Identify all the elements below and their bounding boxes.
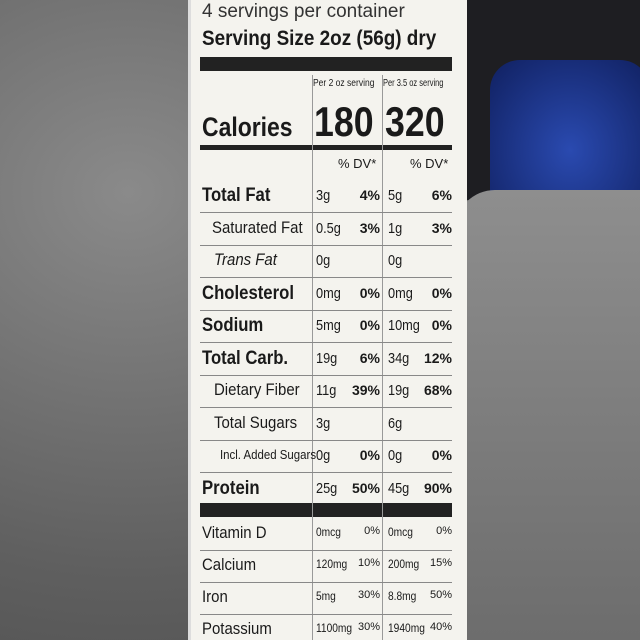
row-rule: [200, 582, 452, 583]
daily-value: 30%: [357, 589, 380, 601]
row-rule: [200, 277, 452, 278]
row-rule: [200, 614, 452, 615]
servings: 4 servings per container: [202, 1, 405, 22]
calories-label: Calories: [202, 112, 293, 142]
col2-header: Per 3.5 oz serving: [383, 78, 444, 89]
daily-value: 50%: [429, 589, 452, 601]
amount: 0mg: [316, 284, 341, 302]
daily-value: 0%: [431, 284, 452, 301]
row-rule: [200, 439, 452, 441]
amount: 5mg: [316, 589, 336, 603]
amount: 45g: [388, 479, 410, 497]
nutrient-name: Calcium: [202, 555, 257, 574]
row-rule: [200, 472, 452, 473]
amount: 0g: [316, 447, 331, 464]
amount: 5g: [388, 187, 403, 204]
amount: 0mcg: [388, 525, 413, 539]
amount: 0.5g: [316, 219, 341, 237]
daily-value: 0%: [431, 317, 452, 333]
daily-value: 50%: [351, 479, 380, 496]
nutrient-name: Iron: [202, 587, 228, 606]
amount: 34g: [388, 349, 410, 367]
amount: 200mg: [388, 557, 420, 571]
amount: 25g: [316, 479, 338, 497]
thick-rule: [200, 503, 452, 517]
serving-size: Serving Size 2oz (56g) dry: [202, 27, 437, 50]
daily-value: 4%: [359, 187, 380, 203]
daily-value: 15%: [429, 557, 452, 569]
nutrient-name: Dietary Fiber: [214, 380, 300, 399]
row-rule: [200, 342, 452, 343]
daily-value: 3%: [359, 219, 380, 236]
couch: [455, 190, 640, 640]
amount: 3g: [316, 414, 331, 432]
daily-value: 0%: [436, 525, 452, 537]
nutrient-name: Potassium: [202, 619, 272, 638]
amount: 1100mg: [316, 621, 353, 635]
thick-rule: [200, 57, 452, 71]
nutrient-name: Cholesterol: [202, 282, 294, 304]
daily-value: 10%: [357, 557, 380, 569]
amount: 10mg: [388, 317, 420, 334]
daily-value: 12%: [423, 349, 452, 366]
daily-value: 6%: [359, 349, 380, 366]
amount: 0mcg: [316, 525, 341, 539]
amount: 6g: [388, 414, 403, 432]
column-rule: [382, 75, 383, 640]
calories-1: 180: [314, 98, 374, 145]
nutrient-name: Protein: [202, 477, 260, 499]
daily-value: 39%: [351, 382, 380, 398]
nutrient-name: Total Fat: [202, 185, 271, 206]
row-rule: [200, 374, 452, 376]
amount: 0mg: [388, 284, 413, 302]
daily-value: 0%: [359, 284, 380, 301]
daily-value: 3%: [431, 219, 452, 236]
daily-value: 40%: [429, 621, 452, 633]
daily-value: 68%: [423, 382, 452, 398]
daily-value: 0%: [364, 525, 380, 537]
row-rule: [200, 244, 452, 246]
dv-header: % DV*: [410, 156, 449, 171]
amount: 1g: [388, 219, 403, 237]
daily-value: 90%: [423, 479, 452, 496]
daily-value: 0%: [431, 447, 452, 463]
amount: 5mg: [316, 317, 341, 334]
row-rule: [200, 550, 452, 551]
nutrient-name: Sodium: [202, 315, 264, 336]
amount: 0g: [388, 252, 403, 269]
amount: 0g: [316, 252, 331, 269]
daily-value: 0%: [359, 317, 380, 333]
dv-header: % DV*: [338, 156, 377, 171]
col1-header: Per 2 oz serving: [313, 78, 375, 89]
nutrient-name: Total Carb.: [202, 347, 289, 369]
nutrition-label: [188, 0, 467, 640]
calories-2: 320: [385, 98, 445, 145]
amount: 120mg: [316, 557, 348, 571]
nutrient-name: Total Sugars: [214, 412, 298, 432]
amount: 11g: [316, 382, 337, 399]
amount: 1940mg: [388, 621, 425, 635]
amount: 19g: [316, 349, 338, 367]
amount: 8.8mg: [388, 589, 417, 603]
nutrient-name: Saturated Fat: [212, 217, 303, 237]
column-rule: [312, 75, 313, 640]
nutrient-name: Trans Fat: [214, 250, 277, 269]
daily-value: 0%: [359, 447, 380, 463]
row-rule: [200, 212, 452, 213]
nutrient-name: Vitamin D: [202, 523, 267, 542]
row-rule: [200, 309, 452, 311]
amount: 3g: [316, 187, 331, 204]
amount: 19g: [388, 382, 410, 399]
daily-value: 30%: [357, 621, 380, 633]
row-rule: [200, 407, 452, 408]
daily-value: 6%: [431, 187, 452, 203]
amount: 0g: [388, 447, 403, 464]
rule: [200, 145, 452, 150]
nutrient-name: Incl. Added Sugars: [220, 447, 317, 462]
